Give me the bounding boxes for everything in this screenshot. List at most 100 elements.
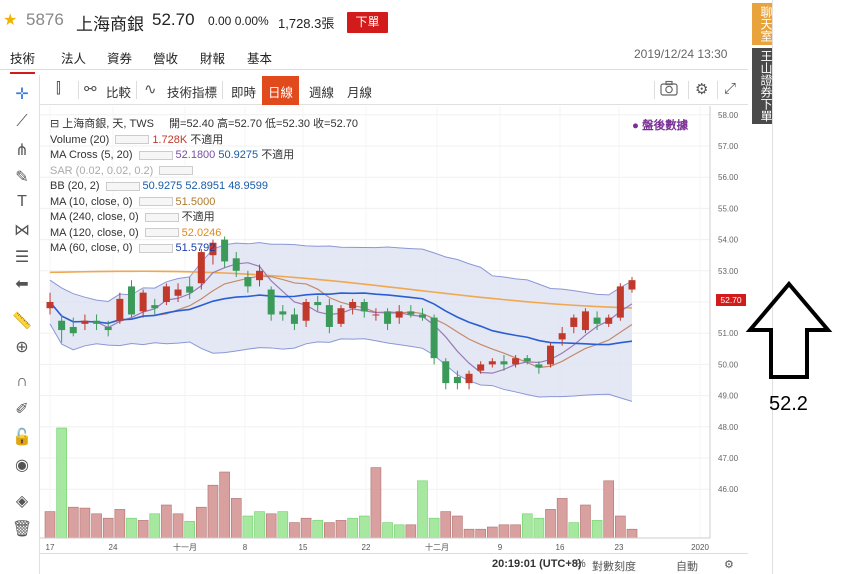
date-tick-label: 十二月 [425,542,449,552]
indicator-controls[interactable] [144,228,179,238]
candle-body [290,314,298,324]
candle-body [477,364,485,371]
toolbar-divider [654,81,655,99]
pattern-tool-icon[interactable]: ⋈ [14,222,30,239]
volume-bar [405,524,417,539]
indicator-controls[interactable] [105,181,140,191]
camera-icon[interactable] [660,80,678,100]
volume-bars [44,427,638,539]
text-tool-icon[interactable]: T [17,193,27,210]
layers-icon[interactable]: ◈ [15,493,29,510]
indicator-value: 不適用 [190,133,224,146]
candle-body [372,314,380,316]
candle-body [616,286,624,318]
indicator-value: 50.9275 [218,149,259,161]
volume-bar [603,480,615,539]
compare-button[interactable]: 比較 [106,86,132,100]
lock-icon[interactable]: 🔓 [12,429,32,446]
volume-bar [545,509,556,539]
indicator-controls[interactable] [115,135,150,145]
volume-bar [382,522,393,539]
volume-bar [440,511,452,539]
order-button[interactable]: 下單 [347,12,388,33]
intraday-button[interactable]: 即時 [231,86,257,100]
fib-tool-icon[interactable]: ☰ [14,249,30,266]
back-arrow-icon[interactable]: ⬅ [15,276,29,293]
tab-bar: 技術 法人 資券 營收 財報 基本 2019/12/24 13:30 [0,42,748,74]
footer-gear-icon[interactable]: ⚙ [724,559,734,571]
ruler-icon[interactable]: 📏 [12,313,32,330]
indicators-button[interactable]: 技術指標 [167,86,218,100]
candle-body [58,320,66,331]
fork-tool-icon[interactable]: ⋔ [15,142,29,159]
indicator-controls[interactable] [159,166,194,176]
legend-row: MA (120, close, 0) 52.0246 [50,226,358,242]
daily-button[interactable]: 日線 [262,76,300,105]
volume-bar [626,528,638,539]
legend-row: SAR (0.02, 0.02, 0.2) [50,164,358,180]
tab-technical[interactable]: 技術 [10,48,36,74]
scrollbar-track [772,0,773,574]
indicator-controls[interactable] [138,150,173,160]
price-axis: 58.0057.0056.0055.0054.0053.0052.0051.00… [709,106,739,538]
volume-bar [312,520,324,539]
trash-icon[interactable]: 🗑 [12,521,33,538]
tab-revenue[interactable]: 營收 [153,52,179,66]
price-chart[interactable]: 58.0057.0056.0055.0054.0053.0052.0051.00… [40,106,748,553]
volume-bar [265,513,277,539]
favorite-star-icon[interactable]: ★ [3,12,18,29]
bollinger-upper [49,242,633,302]
indicator-controls[interactable] [138,243,173,253]
volume-bar [324,522,335,539]
price-tick-label: 56.00 [718,173,739,182]
volume-bar [114,509,126,539]
stock-price: 52.70 [152,10,195,29]
indicator-icon[interactable]: ∿ [144,81,157,98]
lock-drawing-icon[interactable]: ✐ [15,401,29,418]
compare-icon[interactable]: ⚯ [84,81,97,98]
candle-body [209,242,217,256]
date-tick-label: 9 [498,543,503,552]
candle-body [46,302,54,309]
volume-bar [300,517,312,539]
volume-bar [289,522,300,539]
monthly-button[interactable]: 月線 [347,86,373,100]
side-tab-order[interactable]: 王山證券下單 [752,48,773,124]
date-axis: 17 24 十一月 8 15 22 十二月 9 16 23 2020 [40,537,710,552]
volume-bar [463,528,475,539]
toolbar-divider [78,81,79,99]
collapse-icon[interactable]: ⊟ [50,118,60,130]
indicator-controls[interactable] [138,197,173,207]
zoom-in-icon[interactable]: ⊕ [15,339,29,356]
side-tab-chat[interactable]: 聊天室 [752,3,773,45]
weekly-button[interactable]: 週線 [309,86,335,100]
settings-gear-icon[interactable]: ⚙ [695,81,709,98]
brush-icon[interactable]: ✎ [15,169,29,186]
stock-code: 5876 [26,10,64,29]
tab-financials[interactable]: 財報 [200,52,226,66]
candle-body [279,311,287,315]
fullscreen-icon[interactable]: ⤢ [724,80,737,97]
candle-type-icon[interactable]: ⫿ [56,80,61,97]
candle-body [407,311,415,315]
legend-row: Volume (20) 1.728K 不適用 [50,133,358,149]
percent-toggle[interactable]: % [576,558,586,570]
volume-bar [556,498,568,539]
indicator-controls[interactable] [144,212,179,222]
trend-line-icon[interactable]: ⟋ [16,113,28,130]
tab-institutional[interactable]: 法人 [61,52,87,66]
toolbar-divider [717,81,718,99]
last-price-tag: 52.70 [716,294,746,306]
after-hours-data[interactable]: ● 盤後數據 [632,120,689,132]
eye-icon[interactable]: ◉ [15,457,29,474]
crosshair-icon[interactable]: ✛ [15,86,29,103]
indicator-value: 51.5792 [175,242,216,254]
magnet-icon[interactable]: ∩ [16,373,28,390]
auto-scale-toggle[interactable]: 自動 [676,561,698,573]
tab-basic[interactable]: 基本 [247,52,273,66]
candle-body [232,258,240,271]
candle-body [512,358,520,365]
legend-row: BB (20, 2) 50.9275 52.8951 48.9599 [50,179,358,195]
tab-margin[interactable]: 資券 [107,52,133,66]
log-scale-toggle[interactable]: 對數刻度 [592,561,636,573]
